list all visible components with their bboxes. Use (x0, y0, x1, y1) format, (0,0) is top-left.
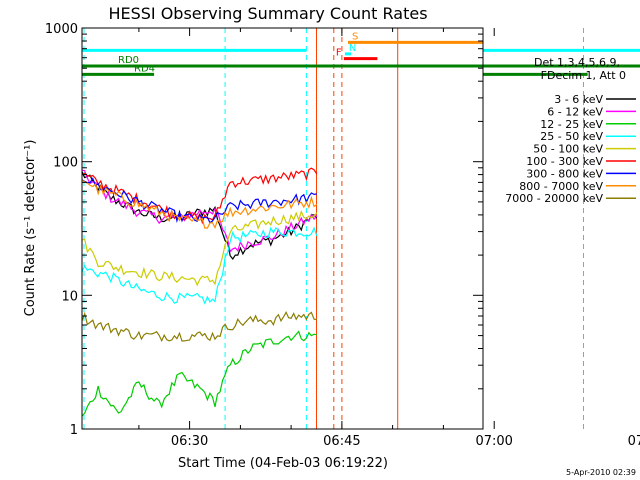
timestamp-stamp: 5-Apr-2010 02:39 (566, 468, 636, 477)
legend-label-1: 6 - 12 keV (547, 105, 603, 118)
legend-header-line-1: Det 1,3,4,5,6,9, (534, 56, 620, 69)
series-line-2 (81, 330, 317, 417)
y-tick-label-0: 1 (70, 423, 78, 438)
series-line-4 (81, 210, 318, 287)
x-tick-label-2: 07:00 (475, 434, 512, 449)
y-tick-label-3: 1000 (45, 22, 78, 37)
legend-label-0: 3 - 6 keV (554, 93, 603, 106)
legend-label-3: 25 - 50 keV (540, 130, 603, 143)
legend-label-8: 7000 - 20000 keV (505, 192, 603, 205)
y-axis-label: Count Rate (s⁻¹ detector⁻¹) (23, 140, 38, 317)
flag-label-3: S (352, 31, 358, 42)
y-tick-label-2: 100 (53, 156, 78, 171)
x-tick-label-0: 06:30 (171, 434, 208, 449)
y-tick-label-1: 10 (61, 289, 78, 304)
flag-label-1: RD0 (118, 55, 139, 66)
series-line-3 (81, 226, 318, 305)
series-line-8 (81, 310, 317, 343)
flag-label-2: RD4 (134, 63, 155, 74)
legend-label-5: 100 - 300 keV (526, 155, 603, 168)
legend-label-6: 300 - 800 keV (526, 167, 603, 180)
legend-label-7: 800 - 7000 keV (519, 180, 603, 193)
series-line-7 (81, 179, 318, 230)
series-line-1 (81, 169, 318, 253)
chart-title: HESSI Observing Summary Count Rates (108, 4, 427, 23)
x-axis-label: Start Time (04-Feb-03 06:19:22) (178, 456, 388, 471)
x-tick-label-1: 06:45 (323, 434, 360, 449)
y-axis: 1 10 100 1000 (45, 22, 483, 438)
legend-label-4: 50 - 100 keV (533, 143, 603, 156)
legend-label-2: 12 - 25 keV (540, 118, 603, 131)
x-tick-label-3: 07:15 (628, 434, 640, 449)
plot-frame (81, 27, 484, 430)
flag-label-5: F (336, 48, 342, 59)
legend-header-line-2: FDecim 1, Att 0 (541, 69, 626, 82)
flag-label-4: N (349, 43, 356, 54)
